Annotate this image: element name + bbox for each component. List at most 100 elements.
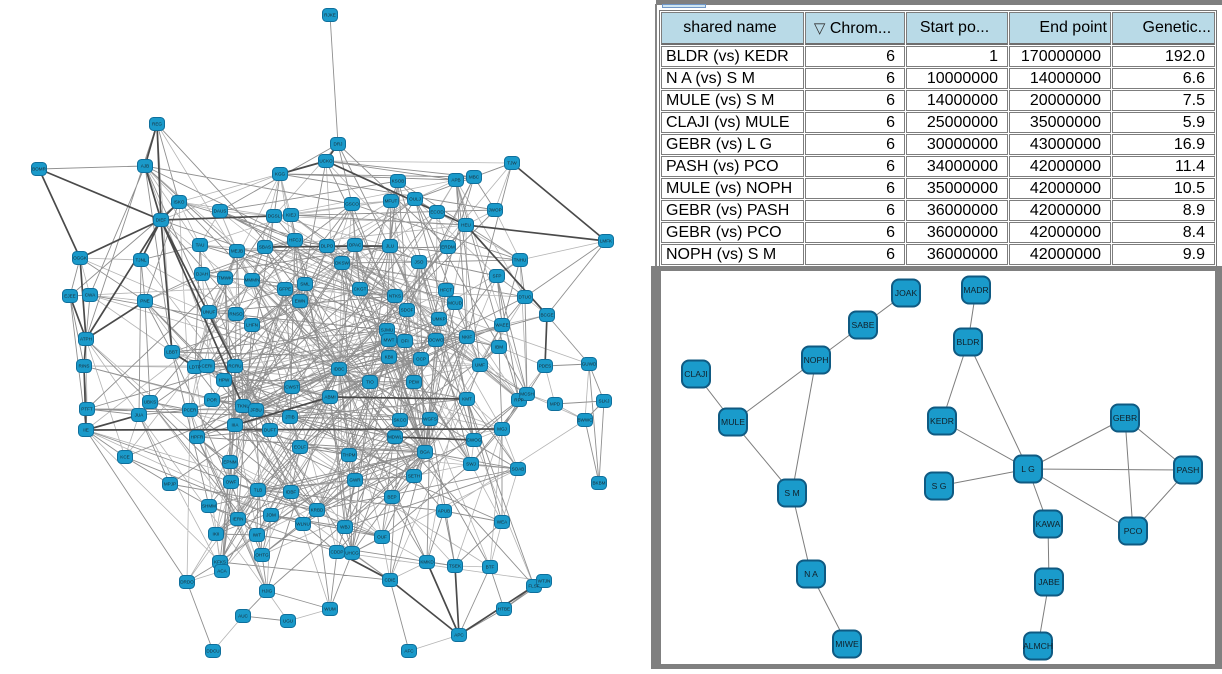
svg-text:HPFR: HPFR: [191, 435, 204, 440]
svg-text:MBC: MBC: [469, 175, 480, 180]
svg-text:KSOB: KSOB: [392, 179, 405, 184]
svg-text:WEA: WEA: [497, 520, 508, 525]
svg-text:PEW: PEW: [409, 380, 420, 385]
svg-text:IDBC: IDBC: [334, 367, 346, 372]
svg-text:ATPH: ATPH: [80, 337, 92, 342]
svg-text:DLPO: DLPO: [321, 244, 334, 249]
svg-text:PTFT: PTFT: [81, 407, 93, 412]
svg-text:FLSF: FLSF: [528, 584, 539, 589]
svg-text:CWOG: CWOG: [467, 438, 482, 443]
svg-text:RPP: RPP: [514, 398, 523, 403]
svg-text:RINS: RINS: [79, 364, 90, 369]
svg-text:MCSH: MCSH: [520, 392, 534, 397]
svg-text:DTUO: DTUO: [518, 295, 531, 300]
svg-text:OWF: OWF: [226, 480, 237, 485]
svg-text:PDES: PDES: [539, 364, 552, 369]
svg-text:NKIF: NKIF: [462, 335, 473, 340]
svg-text:MWT: MWT: [384, 338, 395, 343]
svg-text:WBJ: WBJ: [340, 525, 350, 530]
svg-text:GUWD: GUWD: [582, 362, 597, 367]
svg-text:KMKD: KMKD: [420, 560, 434, 565]
svg-text:GSCO: GSCO: [345, 202, 359, 207]
svg-text:TNHU: TNHU: [514, 258, 527, 263]
svg-text:TSEK: TSEK: [449, 564, 462, 569]
svg-text:AUC: AUC: [238, 614, 248, 619]
svg-text:TKNL: TKNL: [237, 404, 249, 409]
svg-text:CDDP: CDDP: [330, 550, 343, 555]
svg-text:CWA: CWA: [85, 293, 96, 298]
svg-text:ECOD: ECOD: [430, 210, 444, 215]
svg-text:JOM: JOM: [266, 513, 276, 518]
svg-text:DRJ: DRJ: [334, 142, 343, 147]
svg-text:MEJB: MEJB: [231, 249, 243, 254]
svg-text:UBKS: UBKS: [144, 400, 157, 405]
svg-text:OCWO: OCWO: [429, 338, 444, 343]
svg-text:HFCT: HFCT: [440, 288, 452, 293]
svg-text:TJW: TJW: [507, 161, 517, 166]
svg-text:JWOP: JWOP: [488, 208, 501, 213]
svg-text:UMKP: UMKP: [432, 317, 445, 322]
svg-text:SLKJ: SLKJ: [599, 399, 610, 404]
svg-text:APB: APB: [451, 178, 460, 183]
svg-text:GWR: GWR: [349, 478, 361, 483]
svg-text:EPNM: EPNM: [223, 460, 236, 465]
svg-text:EWN: EWN: [295, 299, 306, 304]
svg-text:KMT: KMT: [462, 397, 472, 402]
svg-text:HTBE: HTBE: [498, 607, 510, 612]
svg-text:SOAB: SOAB: [512, 467, 525, 472]
svg-text:CKGT: CKGT: [354, 287, 367, 292]
svg-text:BTF: BTF: [486, 565, 495, 570]
svg-text:UCKO: UCKO: [319, 159, 333, 164]
svg-text:EJEE: EJEE: [64, 294, 76, 299]
svg-text:DUFT: DUFT: [264, 428, 276, 433]
svg-text:MCUD: MCUD: [448, 301, 462, 306]
svg-text:LBBT: LBBT: [166, 350, 178, 355]
svg-text:KGG: KGG: [275, 172, 286, 177]
svg-text:SKCO: SKCO: [393, 418, 406, 423]
svg-text:DRDO: DRDO: [180, 580, 194, 585]
svg-text:KFKS: KFKS: [214, 560, 226, 565]
svg-text:UHCG: UHCG: [345, 551, 359, 556]
svg-text:SBAS: SBAS: [259, 245, 271, 250]
svg-text:UNUF: UNUF: [203, 310, 216, 315]
svg-text:KRBD: KRBD: [311, 508, 324, 513]
svg-text:SFP: SFP: [493, 274, 502, 279]
svg-text:TJNL: TJNL: [136, 258, 147, 263]
svg-text:OGGK: OGGK: [73, 256, 88, 261]
svg-text:RCRU: RCRU: [228, 364, 241, 369]
svg-text:JTIB: JTIB: [285, 415, 294, 420]
svg-text:HPW: HPW: [219, 378, 230, 383]
svg-text:MGJ: MGJ: [497, 427, 507, 432]
svg-text:RJKE: RJKE: [324, 13, 336, 18]
svg-text:BKBM: BKBM: [592, 481, 605, 486]
svg-text:IDBF: IDBF: [286, 490, 297, 495]
svg-text:KBII: KBII: [385, 355, 394, 360]
svg-text:POR: POR: [207, 398, 218, 403]
svg-text:RNSO: RNSO: [229, 312, 243, 317]
svg-text:BGA: BGA: [420, 450, 431, 455]
svg-text:TLB: TLB: [254, 488, 262, 493]
svg-text:ISKO: ISKO: [174, 200, 185, 205]
svg-text:REG: REG: [152, 122, 162, 127]
svg-text:SDOF: SDOF: [401, 308, 414, 313]
svg-text:JLU: JLU: [386, 244, 394, 249]
svg-text:CWST: CWST: [285, 385, 299, 390]
svg-text:IBM: IBM: [495, 345, 503, 350]
svg-text:LHFN: LHFN: [246, 323, 258, 328]
svg-text:PCER: PCER: [184, 408, 197, 413]
svg-text:DFI: DFI: [401, 339, 408, 344]
svg-text:BWWC: BWWC: [577, 418, 593, 423]
svg-text:IWT: IWT: [253, 533, 262, 538]
svg-text:NTKS: NTKS: [389, 294, 401, 299]
svg-text:JSO: JSO: [415, 260, 424, 265]
svg-text:BCGE: BCGE: [540, 313, 553, 318]
svg-text:OHTG: OHTG: [255, 553, 269, 558]
svg-text:WTJN: WTJN: [538, 579, 551, 584]
svg-text:LMFK: LMFK: [600, 239, 613, 244]
svg-text:IERN: IERN: [233, 517, 244, 522]
svg-text:TIO: TIO: [366, 380, 374, 385]
svg-text:WGFS: WGFS: [423, 417, 437, 422]
svg-text:HJIG: HJIG: [262, 589, 273, 594]
svg-text:MPD: MPD: [550, 402, 561, 407]
svg-text:SWJ: SWJ: [466, 462, 476, 467]
